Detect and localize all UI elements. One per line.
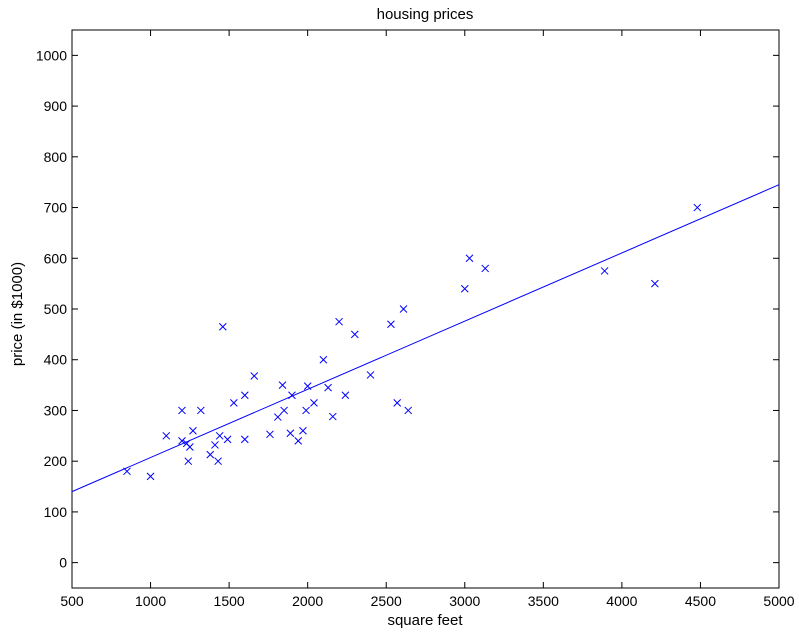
data-point [324,383,332,392]
y-tick-label: 900 [44,98,68,114]
data-point [393,398,402,407]
data-point [387,320,395,329]
data-point [404,406,413,415]
y-tick-label: 200 [44,453,68,469]
data-point [214,457,222,466]
x-tick-label: 500 [60,593,84,609]
data-point [146,472,155,481]
data-point [286,429,295,438]
data-point [189,426,197,435]
y-tick-label: 0 [59,555,67,571]
x-tick-label: 2000 [292,593,323,609]
data-point [294,437,303,445]
data-point [223,435,232,444]
data-point [693,203,702,212]
data-point [341,391,350,400]
x-axis-title: square feet [387,612,463,629]
data-point [215,431,224,440]
y-tick-label: 600 [44,250,68,266]
fit-line [71,184,780,493]
data-point [240,391,249,400]
data-point [328,412,337,421]
data-point [600,267,609,275]
y-axis-title: price (in $1000) [9,262,26,366]
data-point [184,457,193,466]
x-tick-label: 1000 [135,593,166,609]
data-point [319,355,328,364]
data-point [310,398,318,407]
plot-frame [71,29,780,589]
data-point [162,431,171,440]
chart-title: housing prices [377,6,474,23]
x-tick-label: 3500 [528,593,559,609]
data-point [302,406,310,415]
data-point [229,398,238,407]
data-point [335,317,343,326]
data-point [481,264,490,273]
data-point [196,406,205,415]
data-point [218,322,227,331]
y-tick-label: 400 [44,352,68,368]
data-point [250,372,259,380]
x-tick-label: 2500 [371,593,402,609]
x-tick-label: 3000 [449,593,480,609]
y-tick-label: 100 [44,504,68,520]
data-point [211,441,219,449]
data-point [273,413,282,421]
data-point [280,406,288,415]
data-point [206,450,215,459]
data-point [240,435,249,444]
data-point [460,284,469,293]
y-tick-label: 700 [44,200,68,216]
data-point [185,443,194,451]
y-tick-label: 800 [44,149,68,165]
y-tick-label: 300 [44,402,68,418]
y-tick-label: 1000 [36,47,67,63]
data-point [350,330,359,339]
x-tick-label: 4500 [685,593,716,609]
data-point [366,371,375,379]
x-tick-label: 5000 [763,593,794,609]
x-tick-label: 1500 [214,593,245,609]
x-tick-label: 4000 [606,593,637,609]
data-point [178,406,186,415]
data-point [299,426,307,435]
data-point [399,305,408,313]
plot-area: 500 1000 1500 2000 2500 3000 3500 4000 4500 5000 0… [36,29,795,609]
data-point [278,381,287,389]
data-point [266,430,274,439]
data-point [651,279,659,288]
data-point [465,254,474,263]
y-tick-label: 500 [44,301,68,317]
